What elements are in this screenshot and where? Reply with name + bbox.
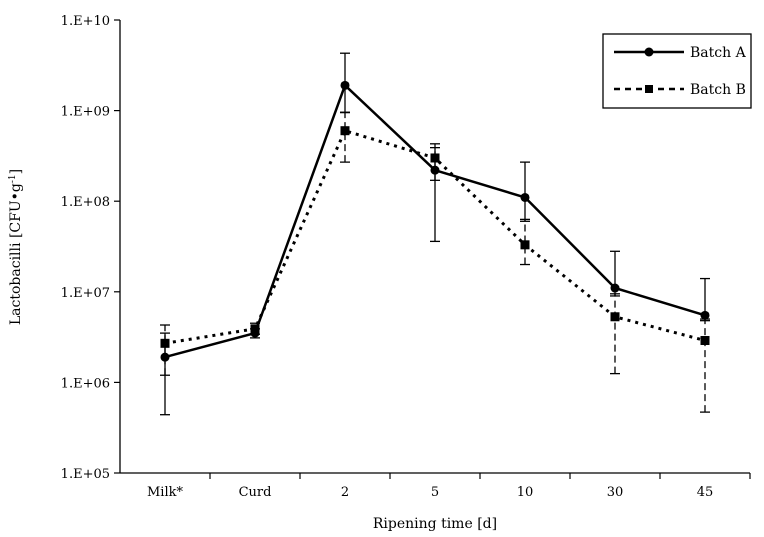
x-tick-label-4: 10	[517, 485, 534, 500]
y-tick-label-1: 1.E+06	[61, 376, 110, 391]
x-tick-label-0: Milk*	[147, 485, 184, 500]
point-batch-a-3	[430, 165, 440, 175]
y-tick-label-0: 1.E+05	[61, 467, 110, 482]
x-tick-label-1: Curd	[239, 485, 272, 500]
legend-label-batch-b: Batch B	[690, 82, 746, 98]
point-batch-a-6	[700, 310, 710, 320]
point-batch-b-3	[430, 153, 440, 163]
legend-label-batch-a: Batch A	[690, 45, 747, 61]
y-tick-label-2: 1.E+07	[61, 286, 110, 301]
legend-box	[602, 33, 752, 109]
x-ticks: Milk* Curd 2 5 10 30 45	[147, 473, 751, 500]
legend-item-batch-a: Batch A	[614, 45, 747, 61]
y-axis-title: Lactobacilli [CFU•g-1]	[8, 169, 24, 325]
x-tick-label-2: 2	[341, 485, 349, 500]
point-batch-b-4	[520, 240, 530, 250]
legend-marker-batch-a	[644, 47, 654, 57]
x-tick-label-3: 5	[431, 485, 439, 500]
y-ticks: 1.E+05 1.E+06 1.E+07 1.E+08 1.E+09 1.E+10	[61, 14, 120, 482]
point-batch-b-1	[250, 324, 260, 334]
point-batch-a-2	[340, 80, 350, 90]
legend-marker-batch-b	[645, 85, 653, 93]
error-bar-batch-b-5	[610, 293, 620, 375]
x-tick-label-5: 30	[607, 485, 624, 500]
error-bar-batch-b-0	[160, 324, 170, 376]
point-batch-b-6	[700, 336, 710, 346]
error-bar-batch-b-3	[430, 146, 440, 181]
x-axis-title: Ripening time [d]	[373, 516, 497, 532]
point-batch-a-0	[160, 352, 170, 362]
point-batch-b-2	[340, 126, 350, 136]
error-bar-batch-b-6	[700, 318, 710, 413]
series-group	[160, 52, 710, 416]
error-bar-batch-a-4	[520, 161, 530, 222]
error-bar-batch-b-2	[340, 111, 350, 163]
y-tick-label-3: 1.E+08	[61, 195, 110, 210]
point-batch-b-5	[610, 312, 620, 322]
series-batch-b	[160, 111, 710, 413]
x-tick-label-6: 45	[697, 485, 714, 500]
axes	[119, 20, 750, 474]
point-batch-a-5	[610, 283, 620, 293]
legend-item-batch-b: Batch B	[614, 82, 746, 98]
y-tick-label-5: 1.E+10	[61, 14, 110, 29]
point-batch-a-4	[520, 192, 530, 202]
point-batch-b-0	[160, 338, 170, 348]
legend: Batch A Batch B	[602, 33, 752, 109]
y-tick-label-4: 1.E+09	[61, 105, 110, 120]
